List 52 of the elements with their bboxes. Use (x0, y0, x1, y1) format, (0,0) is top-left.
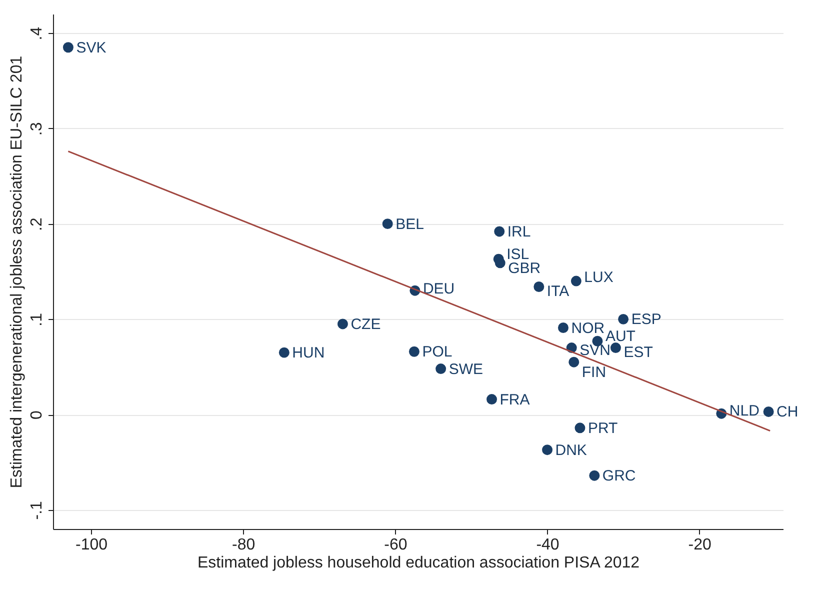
y-tick-label: -.1 (28, 500, 46, 520)
x-tick-label: -100 (76, 536, 108, 554)
data-label: IRL (507, 223, 531, 240)
data-label: NOR (571, 320, 605, 337)
x-tick-label: -20 (688, 536, 712, 554)
point (570, 276, 582, 286)
point (337, 318, 348, 330)
data-label: ESP (631, 311, 662, 328)
data-label: FRA (500, 391, 530, 408)
point (494, 226, 505, 237)
point (574, 422, 586, 434)
y-tick-label: .2 (28, 218, 46, 231)
data-label: LUX (584, 269, 614, 286)
data-label: CH (776, 404, 798, 421)
x-tick-label: -80 (232, 536, 256, 554)
point (494, 258, 506, 268)
y-axis-title: Estimated intergenerational jobless association EU-SILC 201 (8, 56, 26, 488)
y-tick-label: 0 (28, 410, 46, 420)
data-label: FIN (582, 364, 606, 382)
data-label: BEL (396, 216, 424, 233)
y-tick-label: .1 (28, 312, 46, 326)
x-axis-title: Estimated jobless household education association PISA 2012 (197, 554, 640, 572)
data-label: ITA (546, 282, 570, 300)
data-label: DNK (555, 442, 587, 459)
data-label: CZE (350, 316, 381, 333)
data-label: DEU (422, 280, 455, 298)
data-label: NLD (729, 402, 760, 420)
x-tick-label: -40 (536, 536, 560, 554)
point (534, 282, 544, 292)
data-label: SVK (76, 39, 106, 56)
point (610, 342, 621, 354)
data-label: EST (624, 344, 653, 361)
data-label: PRT (588, 420, 618, 437)
y-tick-label: .3 (28, 122, 46, 136)
point (436, 364, 446, 374)
data-label: HUN (292, 344, 325, 362)
point (62, 42, 74, 53)
point (382, 218, 393, 230)
data-label: SWE (448, 360, 483, 378)
point (278, 347, 290, 358)
point (558, 322, 568, 333)
data-label: POL (422, 344, 452, 361)
point (763, 406, 774, 417)
point (618, 314, 629, 324)
point (408, 346, 420, 357)
y-tick-label: .4 (28, 26, 46, 40)
point (486, 394, 498, 405)
point (589, 470, 600, 481)
x-tick-label: -60 (384, 536, 408, 554)
point (542, 444, 553, 456)
data-label: GRC (602, 468, 636, 485)
point (568, 356, 580, 368)
